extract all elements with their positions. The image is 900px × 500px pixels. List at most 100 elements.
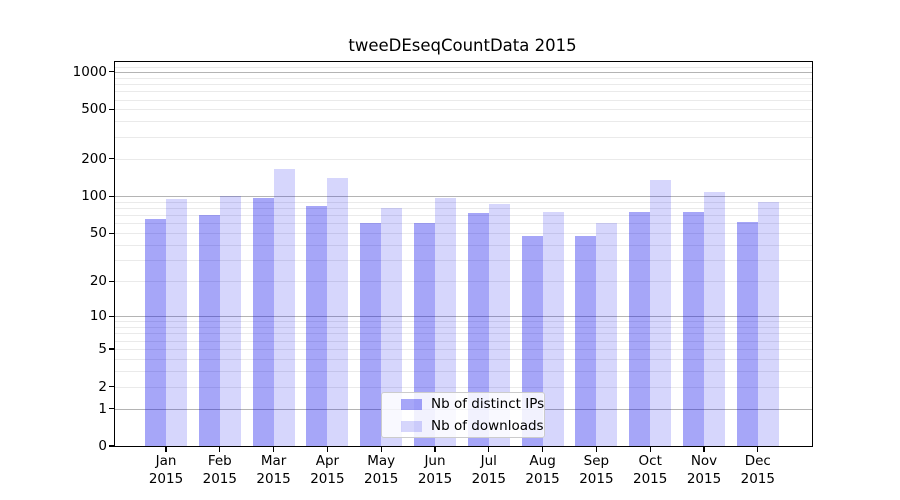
legend-label-distinct-ips: Nb of distinct IPs — [431, 396, 545, 412]
x-tick-oct — [649, 447, 651, 453]
bar-apr-distinct-ips — [306, 206, 328, 446]
y-tick-1 — [109, 407, 114, 410]
x-tick-dec — [757, 447, 759, 453]
x-tick-nov — [703, 447, 705, 453]
bar-mar-downloads — [273, 169, 295, 446]
y-tick-label-5: 5 — [98, 341, 107, 357]
x-tick-label-aug: Aug 2015 — [525, 453, 560, 487]
gridline-minor — [115, 244, 812, 246]
gridline-minor — [115, 281, 812, 283]
x-tick-label-may: May 2015 — [364, 453, 399, 487]
gridline-minor — [115, 321, 812, 323]
bar-feb-distinct-ips — [198, 215, 220, 446]
x-tick-sep — [595, 447, 597, 453]
bar-oct-downloads — [650, 180, 672, 446]
x-tick-label-sep: Sep 2015 — [579, 453, 614, 487]
bar-sep-downloads — [596, 223, 618, 446]
gridline-minor — [115, 358, 812, 360]
x-tick-label-jul: Jul 2015 — [471, 453, 506, 487]
x-tick-label-mar: Mar 2015 — [256, 453, 291, 487]
bar-dec-downloads — [757, 201, 779, 446]
y-tick-50 — [109, 232, 114, 234]
x-tick-label-nov: Nov 2015 — [686, 453, 722, 487]
y-tick-5 — [109, 348, 114, 350]
bar-dec-distinct-ips — [736, 221, 758, 446]
gridline-major — [115, 196, 812, 198]
bar-feb-downloads — [219, 196, 241, 446]
y-tick-label-1000: 1000 — [72, 63, 107, 80]
x-tick-mar — [273, 447, 275, 453]
y-tick-500 — [109, 108, 114, 110]
legend-swatch-downloads — [401, 420, 422, 432]
gridline-minor — [115, 77, 812, 79]
gridline-minor — [115, 370, 812, 372]
legend-label-downloads: Nb of downloads — [431, 418, 544, 434]
y-tick-label-1: 1 — [98, 400, 107, 417]
gridline-minor — [115, 349, 812, 350]
bar-jun-downloads — [435, 198, 456, 446]
y-tick-label-100: 100 — [81, 188, 107, 205]
gridline-minor — [115, 109, 812, 111]
y-tick-0 — [109, 445, 114, 447]
bar-jul-distinct-ips — [467, 212, 489, 446]
bar-nov-downloads — [704, 191, 725, 446]
y-tick-10 — [109, 315, 114, 317]
plot-area: Nb of distinct IPs Nb of downloads 0 1 2 5 1… — [73, 61, 813, 487]
bar-mar-distinct-ips — [252, 198, 274, 446]
x-tick-jun — [434, 447, 436, 453]
legend-swatch-distinct-ips — [401, 398, 422, 410]
legend-item-distinct-ips: Nb of distinct IPs — [382, 395, 544, 413]
x-tick-label-apr: Apr 2015 — [310, 453, 345, 487]
gridline-minor — [115, 260, 812, 261]
gridline-minor — [115, 201, 812, 203]
gridline-minor — [115, 340, 812, 342]
gridline-major — [115, 316, 812, 318]
gridline-minor — [115, 158, 812, 160]
gridline-minor — [115, 83, 812, 85]
legend-item-downloads: Nb of downloads — [382, 417, 544, 435]
x-tick-apr — [326, 447, 328, 453]
x-tick-label-oct: Oct 2015 — [633, 453, 668, 487]
x-tick-label-feb: Feb 2015 — [202, 453, 237, 487]
bar-jun-distinct-ips — [414, 222, 435, 446]
gridline-major — [115, 71, 812, 73]
gridline-minor — [115, 327, 812, 328]
x-tick-jul — [488, 447, 490, 453]
x-tick-label-jun: Jun 2015 — [417, 453, 453, 487]
y-tick-label-10: 10 — [89, 308, 107, 325]
y-tick-2 — [109, 385, 114, 388]
gridline-minor — [115, 208, 812, 209]
bar-jan-downloads — [166, 199, 187, 446]
gridline-minor — [115, 223, 812, 225]
gridline-minor — [115, 66, 812, 68]
y-tick-1000 — [109, 71, 114, 73]
bar-may-distinct-ips — [360, 223, 382, 446]
gridline-minor — [115, 121, 812, 123]
y-tick-100 — [109, 195, 114, 197]
y-tick-label-2: 2 — [98, 378, 107, 395]
bar-aug-downloads — [542, 211, 564, 446]
legend: Nb of distinct IPs Nb of downloads — [381, 392, 545, 438]
y-tick-label-0: 0 — [98, 438, 107, 454]
y-tick-label-50: 50 — [89, 225, 107, 242]
bar-sep-distinct-ips — [575, 236, 597, 446]
y-tick-200 — [109, 158, 114, 160]
bar-apr-downloads — [327, 178, 349, 446]
y-tick-20 — [109, 280, 114, 282]
gridline-minor — [115, 91, 812, 93]
x-tick-aug — [542, 447, 544, 453]
x-tick-label-dec: Dec 2015 — [740, 453, 775, 487]
gridline-minor — [115, 386, 812, 388]
gridline-minor — [115, 333, 812, 335]
x-tick-feb — [219, 447, 221, 453]
y-tick-label-20: 20 — [89, 273, 107, 290]
gridline-minor — [115, 99, 812, 101]
x-tick-jan — [165, 447, 167, 453]
chart-title: tweeDEseqCountData 2015 — [348, 36, 577, 55]
x-tick-may — [380, 447, 382, 453]
bar-jul-downloads — [488, 203, 510, 446]
gridline-minor — [115, 215, 812, 217]
gridline-minor — [115, 233, 812, 235]
y-tick-label-500: 500 — [81, 101, 107, 118]
